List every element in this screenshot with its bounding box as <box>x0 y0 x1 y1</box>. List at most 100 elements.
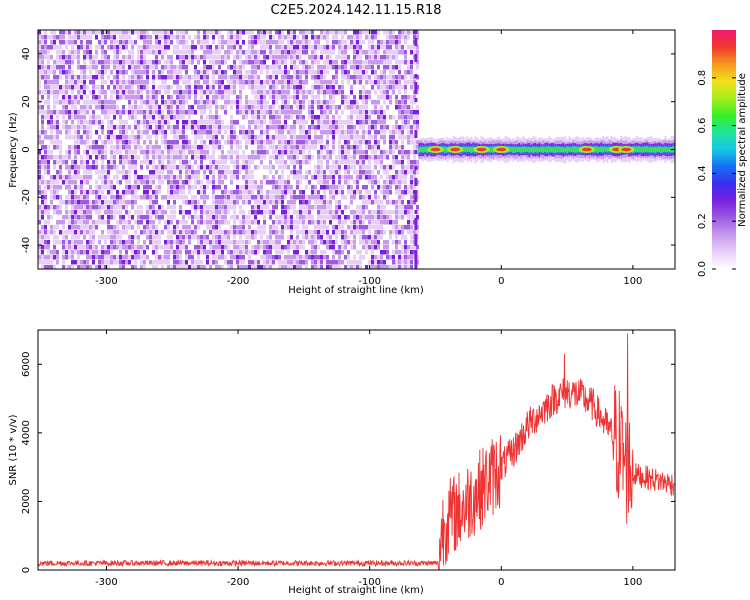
heat-cell <box>335 185 338 190</box>
heat-cell <box>221 75 224 80</box>
heat-cell <box>146 70 149 75</box>
heat-cell <box>128 150 131 155</box>
heat-cell <box>98 120 101 125</box>
heat-cell <box>326 125 329 130</box>
heat-cell <box>161 75 164 80</box>
heat-cell <box>116 235 119 240</box>
heat-cell <box>278 45 281 50</box>
heat-cell <box>209 205 212 210</box>
heat-cell <box>269 190 272 195</box>
heat-cell <box>404 175 407 180</box>
heat-cell <box>398 255 401 260</box>
heat-cell <box>272 240 275 245</box>
heat-cell <box>329 245 332 250</box>
heat-cell <box>347 180 350 185</box>
heat-cell <box>146 35 149 40</box>
heat-cell <box>56 225 59 230</box>
heat-cell <box>128 215 131 220</box>
heat-cell <box>44 210 47 215</box>
heat-cell <box>296 65 299 70</box>
heat-cell <box>101 145 104 150</box>
heat-cell <box>344 75 347 80</box>
heat-cell <box>404 80 407 85</box>
heat-cell <box>113 225 116 230</box>
heat-cell <box>317 95 320 100</box>
heat-cell <box>80 175 83 180</box>
heat-cell <box>158 160 161 165</box>
heat-cell <box>416 145 419 150</box>
heat-cell <box>269 195 272 200</box>
heat-cell <box>143 160 146 165</box>
heat-cell <box>290 125 293 130</box>
heat-cell <box>65 265 68 269</box>
heat-cell <box>290 225 293 230</box>
heat-cell <box>272 105 275 110</box>
heat-cell <box>167 260 170 265</box>
heat-cell <box>137 220 140 225</box>
heat-cell <box>326 235 329 240</box>
heat-cell <box>104 205 107 210</box>
heat-cell <box>323 50 326 55</box>
heat-cell <box>116 230 119 235</box>
heat-cell <box>380 250 383 255</box>
heat-cell <box>362 240 365 245</box>
heat-cell <box>404 165 407 170</box>
heat-cell <box>389 70 392 75</box>
heat-cell <box>47 125 50 130</box>
heat-cell <box>368 95 371 100</box>
heat-cell <box>44 100 47 105</box>
heat-cell <box>86 35 89 40</box>
heat-cell <box>392 160 395 165</box>
heat-cell <box>356 160 359 165</box>
heat-cell <box>65 240 68 245</box>
heat-cell <box>38 165 41 170</box>
heat-cell <box>188 80 191 85</box>
heat-cell <box>326 85 329 90</box>
heat-cell <box>245 180 248 185</box>
heat-cell <box>56 185 59 190</box>
heat-cell <box>320 90 323 95</box>
heat-cell <box>200 145 203 150</box>
heat-cell <box>290 230 293 235</box>
heat-cell <box>71 105 74 110</box>
heat-cell <box>56 235 59 240</box>
heat-cell <box>230 85 233 90</box>
heat-cell <box>143 40 146 45</box>
heat-cell <box>338 160 341 165</box>
heat-cell <box>236 140 239 145</box>
heat-cell <box>95 70 98 75</box>
ridge-cell <box>472 147 475 151</box>
heat-cell <box>116 190 119 195</box>
heat-cell <box>203 40 206 45</box>
heat-cell <box>266 40 269 45</box>
heat-cell <box>107 265 110 269</box>
heat-cell <box>86 220 89 225</box>
heat-cell <box>89 255 92 260</box>
heat-cell <box>314 265 317 269</box>
heat-cell <box>98 265 101 269</box>
heat-cell <box>158 40 161 45</box>
heat-cell <box>125 95 128 100</box>
heat-cell <box>281 145 284 150</box>
heat-cell <box>155 90 158 95</box>
heat-cell <box>197 135 200 140</box>
heat-cell <box>209 225 212 230</box>
heat-cell <box>341 60 344 65</box>
heat-cell <box>218 155 221 160</box>
heat-cell <box>323 205 326 210</box>
heat-cell <box>155 250 158 255</box>
heat-cell <box>404 255 407 260</box>
heat-cell <box>59 40 62 45</box>
heat-cell <box>188 200 191 205</box>
heat-cell <box>197 235 200 240</box>
heat-cell <box>386 180 389 185</box>
heat-cell <box>287 155 290 160</box>
heat-cell <box>218 50 221 55</box>
heat-cell <box>296 175 299 180</box>
heat-cell <box>170 180 173 185</box>
heat-cell <box>263 35 266 40</box>
heat-cell <box>167 190 170 195</box>
heat-cell <box>383 215 386 220</box>
heat-cell <box>263 40 266 45</box>
heat-cell <box>383 180 386 185</box>
